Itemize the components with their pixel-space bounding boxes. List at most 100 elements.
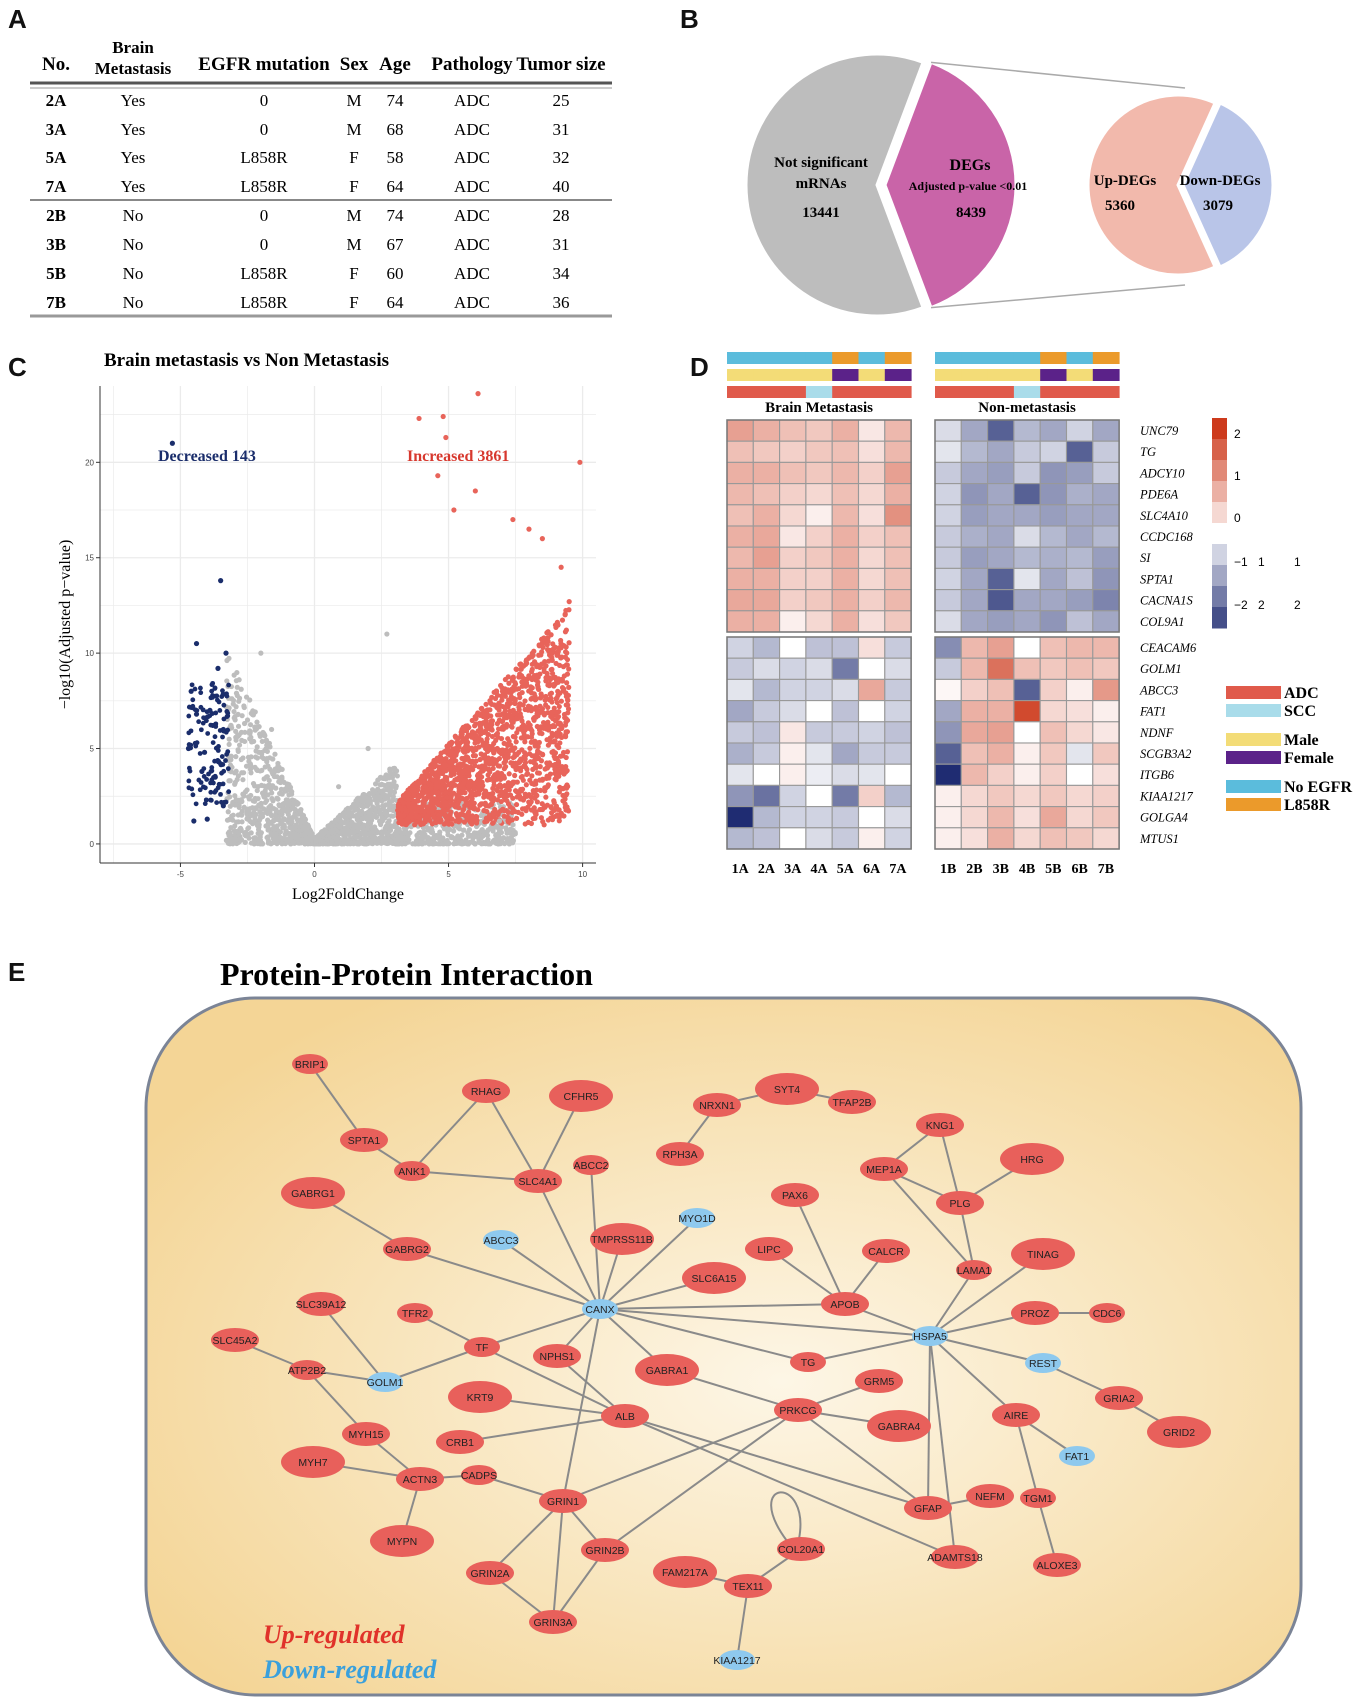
volcano-point-up: [401, 795, 407, 801]
volcano-point-ns: [252, 817, 258, 823]
volcano-point-ns: [275, 763, 281, 769]
volcano-point-ns: [347, 835, 353, 842]
volcano-point-ns: [318, 829, 325, 835]
volcano-point-down: [224, 691, 229, 697]
volcano-point-ns: [322, 837, 328, 843]
volcano-point-up: [529, 695, 535, 702]
volcano-point-ns: [367, 833, 373, 839]
volcano-point-up: [544, 773, 550, 780]
volcano-point-ns: [344, 817, 350, 824]
volcano-point-up: [475, 739, 481, 745]
volcano-point-up: [562, 722, 569, 728]
heatmap-cell: [779, 827, 807, 850]
volcano-point-up: [545, 646, 551, 653]
volcano-point-ns: [272, 813, 279, 819]
network-node-label: APOB: [830, 1299, 859, 1311]
volcano-point-ns: [386, 839, 392, 845]
colorbar-extra: 1: [1258, 555, 1265, 569]
volcano-point-up: [445, 815, 452, 821]
volcano-point-ns: [253, 754, 259, 760]
volcano-point-up: [543, 694, 549, 700]
volcano-point-up: [556, 768, 562, 774]
network-edge: [562, 1500, 606, 1551]
network-node-label: GABRA4: [878, 1421, 921, 1433]
heatmap-cell: [1039, 784, 1068, 808]
heatmap-cell: [1013, 763, 1041, 786]
volcano-point-up: [460, 807, 466, 813]
volcano-point-up: [473, 819, 479, 825]
volcano-point-up: [514, 752, 520, 758]
volcano-point-ns: [252, 783, 258, 789]
volcano-point-up: [461, 819, 468, 825]
volcano-point-ns: [251, 839, 257, 846]
volcano-point-ns: [244, 811, 250, 817]
network-node-label: ALB: [615, 1411, 635, 1423]
volcano-point-ns: [329, 839, 335, 846]
volcano-point-ns: [298, 840, 304, 846]
volcano-point-up: [471, 806, 477, 812]
volcano-point-ns: [312, 838, 319, 844]
volcano-point-up: [484, 808, 490, 815]
volcano-point-up: [442, 787, 448, 793]
volcano-point-ns: [235, 723, 242, 729]
volcano-point-ns: [299, 814, 306, 820]
volcano-point-up: [565, 692, 572, 699]
volcano-point-up: [438, 755, 444, 761]
network-edge: [883, 1124, 941, 1170]
volcano-point-ns: [313, 840, 319, 846]
volcano-point-ns: [325, 823, 331, 829]
volcano-point-ns: [344, 810, 350, 816]
volcano-point-ns: [354, 817, 360, 823]
volcano-point-ns: [309, 831, 315, 837]
volcano-point-up: [448, 780, 454, 787]
volcano-point-ns: [251, 838, 258, 844]
volcano-point-ns: [367, 811, 374, 818]
heatmap-cell: [805, 657, 833, 680]
volcano-point-ns: [338, 830, 344, 836]
volcano-point-up: [461, 755, 467, 761]
volcano-point-ns: [247, 766, 254, 772]
volcano-point-down: [219, 694, 225, 699]
network-node: [693, 1093, 741, 1117]
volcano-point-up: [443, 761, 449, 767]
network-node: [682, 1262, 746, 1294]
volcano-point-ns: [280, 817, 286, 824]
heatmap-row-label: UNC79: [1140, 424, 1179, 438]
volcano-point-ns: [302, 817, 308, 823]
volcano-point-up: [534, 711, 540, 717]
volcano-point-ns: [394, 829, 400, 836]
volcano-point-down: [190, 697, 196, 703]
volcano-point-up: [565, 783, 571, 790]
volcano-point-ns: [445, 825, 451, 831]
volcano-point-ns: [413, 839, 419, 845]
volcano-point-up: [489, 757, 495, 764]
volcano-point-ns: [333, 818, 339, 824]
network-node-label: TINAG: [1027, 1249, 1059, 1261]
volcano-point-up: [455, 735, 461, 741]
volcano-point-ns: [408, 819, 414, 825]
volcano-point-up: [410, 791, 416, 797]
volcano-point-ns: [373, 827, 379, 833]
volcano-point-ns: [305, 841, 311, 847]
heatmap-cell: [752, 763, 781, 786]
volcano-point-ns: [295, 839, 302, 845]
volcano-point-up: [434, 755, 440, 761]
heatmap-cell: [1092, 483, 1120, 506]
volcano-point-ns: [441, 826, 447, 832]
volcano-point-up: [520, 797, 526, 803]
volcano-point-up: [488, 758, 494, 765]
volcano-point-ns: [427, 817, 433, 823]
volcano-point-ns: [445, 832, 451, 838]
volcano-point-up: [499, 747, 505, 753]
volcano-point-up: [562, 715, 568, 721]
volcano-point-ns: [315, 834, 321, 840]
volcano-point-ns: [410, 841, 416, 847]
volcano-point-up: [443, 748, 449, 754]
legend-label: ADC: [1284, 685, 1319, 702]
table-cell: F: [349, 264, 358, 283]
network-self-loop: [770, 1491, 802, 1542]
volcano-point-ns: [284, 817, 290, 823]
volcano-point-ns: [265, 838, 272, 844]
volcano-point-ns: [383, 787, 390, 793]
volcano-point-up: [553, 677, 559, 684]
